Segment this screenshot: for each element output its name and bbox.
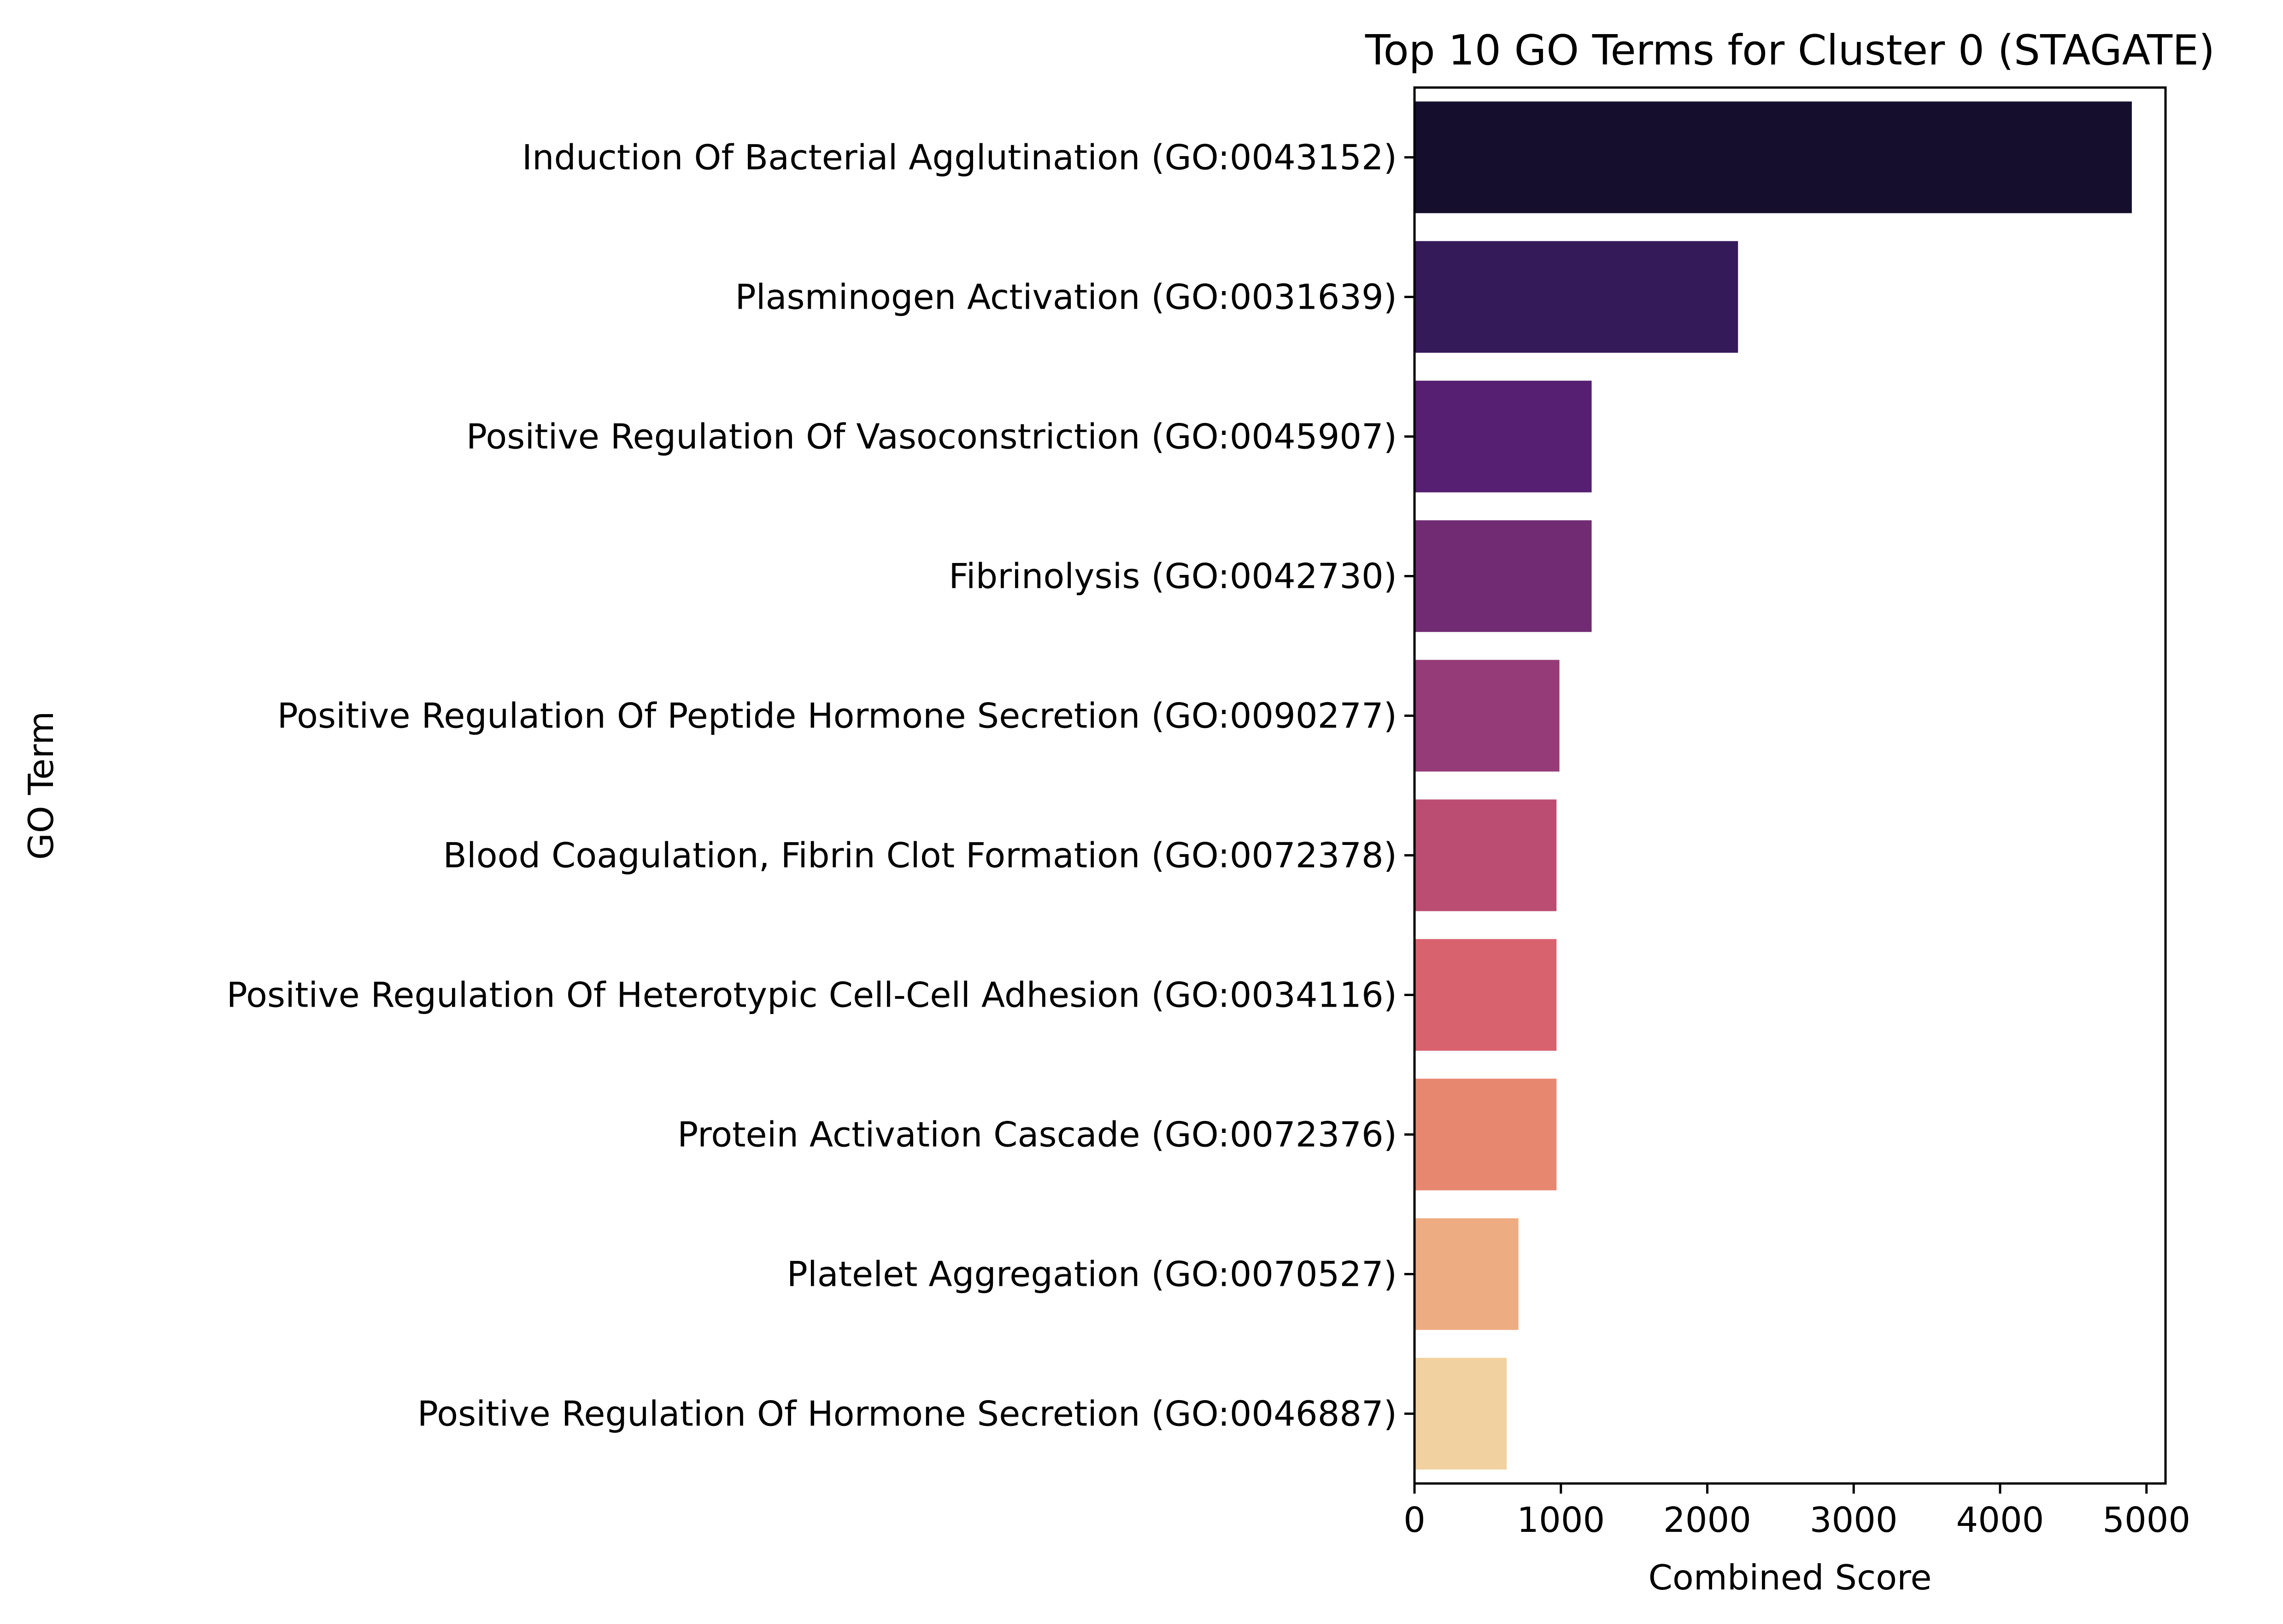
category-label: Positive Regulation Of Hormone Secretion… bbox=[417, 1394, 1397, 1434]
x-axis-title: Combined Score bbox=[1649, 1557, 1932, 1598]
x-tick-label: 2000 bbox=[1663, 1500, 1751, 1540]
bar-4 bbox=[1414, 520, 1592, 632]
category-label: Positive Regulation Of Peptide Hormone S… bbox=[277, 696, 1397, 736]
bar-7 bbox=[1414, 939, 1557, 1051]
category-label: Platelet Aggregation (GO:0070527) bbox=[787, 1254, 1397, 1295]
x-tick-label: 5000 bbox=[2102, 1500, 2190, 1540]
category-label: Protein Activation Cascade (GO:0072376) bbox=[677, 1114, 1397, 1155]
plot-frame bbox=[1413, 86, 2167, 1485]
y-axis-title: GO Term bbox=[21, 711, 61, 860]
bar-8 bbox=[1414, 1079, 1557, 1190]
x-tick-label: 0 bbox=[1403, 1500, 1426, 1540]
category-label: Positive Regulation Of Vasoconstriction … bbox=[466, 416, 1397, 457]
x-axis-ticks-group: 0 1000 2000 3000 4000 5000 bbox=[1403, 1483, 2190, 1540]
bar-1 bbox=[1414, 101, 2132, 213]
bar-6 bbox=[1414, 799, 1557, 911]
category-label: Fibrinolysis (GO:0042730) bbox=[949, 556, 1397, 597]
bar-3 bbox=[1414, 381, 1592, 492]
category-labels-group: Induction Of Bacterial Agglutination (GO… bbox=[227, 137, 1414, 1434]
chart-title: Top 10 GO Terms for Cluster 0 (STAGATE) bbox=[1365, 26, 2215, 75]
category-label: Blood Coagulation, Fibrin Clot Formation… bbox=[443, 835, 1397, 876]
bar-5 bbox=[1414, 660, 1560, 772]
category-label: Positive Regulation Of Heterotypic Cell-… bbox=[227, 975, 1397, 1015]
bar-10 bbox=[1414, 1358, 1507, 1470]
category-label: Plasminogen Activation (GO:0031639) bbox=[735, 277, 1397, 317]
x-tick-label: 3000 bbox=[1810, 1500, 1898, 1540]
category-label: Induction Of Bacterial Agglutination (GO… bbox=[522, 137, 1397, 178]
bar-9 bbox=[1414, 1218, 1519, 1330]
x-tick-label: 1000 bbox=[1517, 1500, 1605, 1540]
bar-2 bbox=[1414, 241, 1738, 353]
x-tick-label: 4000 bbox=[1956, 1500, 2044, 1540]
bars-group bbox=[1414, 101, 2132, 1470]
